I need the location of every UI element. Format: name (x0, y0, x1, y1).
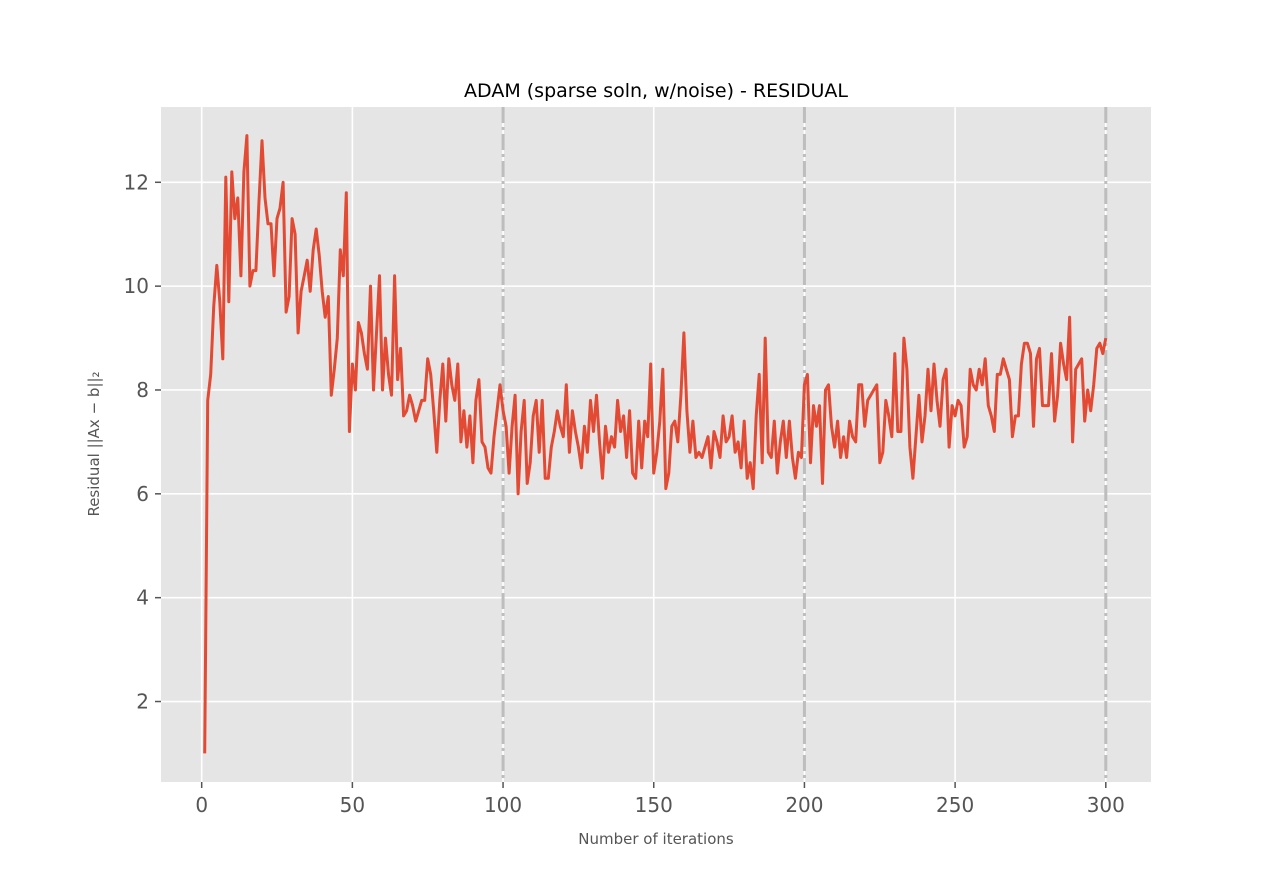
x-tick-label: 200 (785, 793, 823, 817)
y-axis-label: Residual ||Ax − b||₂ (85, 371, 103, 516)
x-tick-label: 50 (340, 793, 365, 817)
series-group (203, 134, 1108, 754)
chart-title: ADAM (sparse soln, w/noise) - RESIDUAL (464, 80, 848, 102)
vertical-dashdot-lines (501, 107, 1108, 782)
plot-area-background (161, 107, 1151, 782)
x-tick-label: 150 (635, 793, 673, 817)
y-tick-label: 2 (136, 690, 149, 714)
x-tick-label: 250 (936, 793, 974, 817)
y-tick-label: 10 (124, 274, 149, 298)
y-tick-label: 4 (136, 586, 149, 610)
x-tick-label: 0 (195, 793, 208, 817)
y-axis-ticks: 2 4 6 8 10 12 (124, 170, 161, 714)
x-axis-ticks: 0 50 100 150 200 250 300 (195, 782, 1125, 817)
x-axis-label: Number of iterations (578, 830, 734, 848)
y-tick-label: 6 (136, 482, 149, 506)
y-tick-label: 8 (136, 378, 149, 402)
series-line-0 (203, 134, 1108, 754)
x-tick-label: 100 (484, 793, 522, 817)
y-tick-label: 12 (124, 170, 149, 194)
x-tick-label: 300 (1087, 793, 1125, 817)
